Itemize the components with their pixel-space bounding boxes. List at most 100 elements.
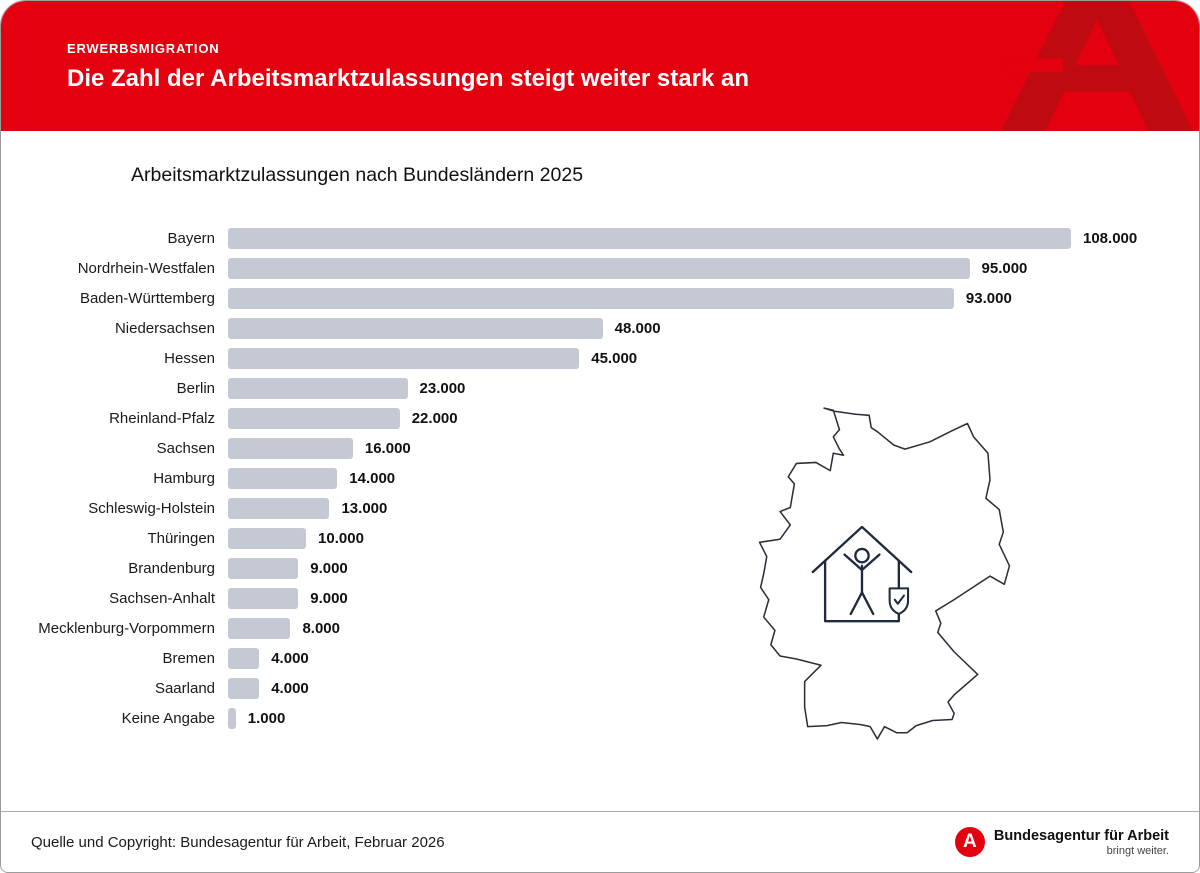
bar xyxy=(228,557,299,579)
bar-row: Mecklenburg-Vorpommern 8.000 xyxy=(1,613,1199,643)
ba-logo-circle-icon: A xyxy=(954,827,985,857)
bar-row: Schleswig-Holstein 13.000 xyxy=(1,493,1199,523)
bar-category-label: Sachsen xyxy=(156,439,215,457)
bar-row: Thüringen 10.000 xyxy=(1,523,1199,553)
germany-map xyxy=(753,402,1015,742)
source-note: Quelle und Copyright: Bundesagentur für … xyxy=(31,833,445,851)
ba-logo-text-block: Bundesagentur für Arbeit bringt weiter. xyxy=(994,828,1169,857)
bar-category-label: Berlin xyxy=(176,379,215,397)
bar-track: 45.000 xyxy=(228,347,1071,369)
bar-value-label: 13.000 xyxy=(341,499,388,517)
header-banner: ERWERBSMIGRATION Die Zahl der Arbeitsmar… xyxy=(1,1,1199,131)
bar-value-label: 16.000 xyxy=(364,439,411,457)
bar-category-label: Niedersachsen xyxy=(114,319,215,337)
bar-track: 1.000 xyxy=(228,707,1071,729)
bar-track: 9.000 xyxy=(228,557,1071,579)
ba-logo-text: Bundesagentur für Arbeit xyxy=(993,827,1169,844)
bar-row: Bayern 108.000 xyxy=(1,223,1199,253)
bar xyxy=(228,227,1071,249)
bar xyxy=(228,467,338,489)
bar-track: 23.000 xyxy=(228,377,1071,399)
kicker: ERWERBSMIGRATION xyxy=(67,41,220,56)
bar-value-label: 22.000 xyxy=(411,409,458,427)
bar xyxy=(228,707,236,729)
bar-track: 10.000 xyxy=(228,527,1071,549)
bar-value-label: 9.000 xyxy=(310,589,348,607)
bar xyxy=(228,527,307,549)
chart-title: Arbeitsmarktzulassungen nach Bundeslände… xyxy=(131,164,584,186)
footer: Quelle und Copyright: Bundesagentur für … xyxy=(1,811,1199,872)
bar xyxy=(228,437,353,459)
bar xyxy=(228,677,260,699)
bar-row: Rheinland-Pfalz 22.000 xyxy=(1,403,1199,433)
bar-track: 93.000 xyxy=(228,287,1071,309)
bar xyxy=(228,287,954,309)
bar-value-label: 23.000 xyxy=(419,379,466,397)
bar-category-label: Bremen xyxy=(162,649,215,667)
bar-value-label: 48.000 xyxy=(614,319,661,337)
bar-category-label: Thüringen xyxy=(147,529,215,547)
bar-chart: Bayern 108.000 Nordrhein-Westfalen 95.000 Ba… xyxy=(1,223,1199,733)
bar-category-label: Schleswig-Holstein xyxy=(88,499,215,517)
bar-track: 14.000 xyxy=(228,467,1071,489)
bar xyxy=(228,347,580,369)
page-title: Die Zahl der Arbeitsmarktzulassungen ste… xyxy=(67,65,749,92)
bar-value-label: 108.000 xyxy=(1083,229,1138,247)
bar-category-label: Bayern xyxy=(167,229,215,247)
bar-value-label: 8.000 xyxy=(302,619,340,637)
bar-value-label: 45.000 xyxy=(591,349,638,367)
bar-category-label: Nordrhein-Westfalen xyxy=(77,259,215,277)
ba-logo: A Bundesagentur für Arbeit bringt weiter… xyxy=(954,827,1169,857)
bar-track: 4.000 xyxy=(228,677,1071,699)
bar-row: Sachsen-Anhalt 9.000 xyxy=(1,583,1199,613)
bar-row: Hamburg 14.000 xyxy=(1,463,1199,493)
bar-row: Nordrhein-Westfalen 95.000 xyxy=(1,253,1199,283)
bar-category-label: Hessen xyxy=(164,349,215,367)
bar-row: Saarland 4.000 xyxy=(1,673,1199,703)
bar xyxy=(228,497,330,519)
bar-track: 13.000 xyxy=(228,497,1071,519)
bar-track: 95.000 xyxy=(228,257,1071,279)
bar xyxy=(228,317,603,339)
bar-row: Keine Angabe 1.000 xyxy=(1,703,1199,733)
bar-row: Hessen 45.000 xyxy=(1,343,1199,373)
bar-category-label: Keine Angabe xyxy=(121,709,215,727)
bar-category-label: Brandenburg xyxy=(128,559,215,577)
bar-value-label: 14.000 xyxy=(349,469,396,487)
bar-track: 4.000 xyxy=(228,647,1071,669)
header-text-block: ERWERBSMIGRATION Die Zahl der Arbeitsmar… xyxy=(67,41,749,93)
bar-value-label: 95.000 xyxy=(981,259,1028,277)
ba-logo-tagline: bringt weiter. xyxy=(1106,844,1169,857)
house-family-shield-icon xyxy=(811,525,913,623)
bar-category-label: Saarland xyxy=(154,679,215,697)
bar-track: 16.000 xyxy=(228,437,1071,459)
bar-value-label: 4.000 xyxy=(271,649,309,667)
bar-track: 8.000 xyxy=(228,617,1071,639)
bar-value-label: 9.000 xyxy=(310,559,348,577)
bar-row: Sachsen 16.000 xyxy=(1,433,1199,463)
content-area: Arbeitsmarktzulassungen nach Bundeslände… xyxy=(1,164,1199,846)
bar-row: Berlin 23.000 xyxy=(1,373,1199,403)
bar-category-label: Mecklenburg-Vorpommern xyxy=(38,619,215,637)
bar-row: Brandenburg 9.000 xyxy=(1,553,1199,583)
bar-value-label: 1.000 xyxy=(247,709,286,727)
bar-row: Baden-Württemberg 93.000 xyxy=(1,283,1199,313)
bar xyxy=(228,587,299,609)
bar xyxy=(228,377,408,399)
bar-row: Bremen 4.000 xyxy=(1,643,1199,673)
bar-track: 22.000 xyxy=(228,407,1071,429)
bar-track: 48.000 xyxy=(228,317,1071,339)
bar xyxy=(228,617,291,639)
bar-value-label: 93.000 xyxy=(965,289,1012,307)
bar xyxy=(228,257,970,279)
bar-row: Niedersachsen 48.000 xyxy=(1,313,1199,343)
bar-value-label: 4.000 xyxy=(271,679,309,697)
bar-value-label: 10.000 xyxy=(318,529,364,547)
ba-logo-a-icon xyxy=(999,1,1195,131)
bar-track: 108.000 xyxy=(228,227,1137,249)
bar-track: 9.000 xyxy=(228,587,1071,609)
bar-category-label: Hamburg xyxy=(153,469,215,487)
bar-category-label: Baden-Württemberg xyxy=(79,289,215,307)
germany-outline xyxy=(758,407,1011,740)
